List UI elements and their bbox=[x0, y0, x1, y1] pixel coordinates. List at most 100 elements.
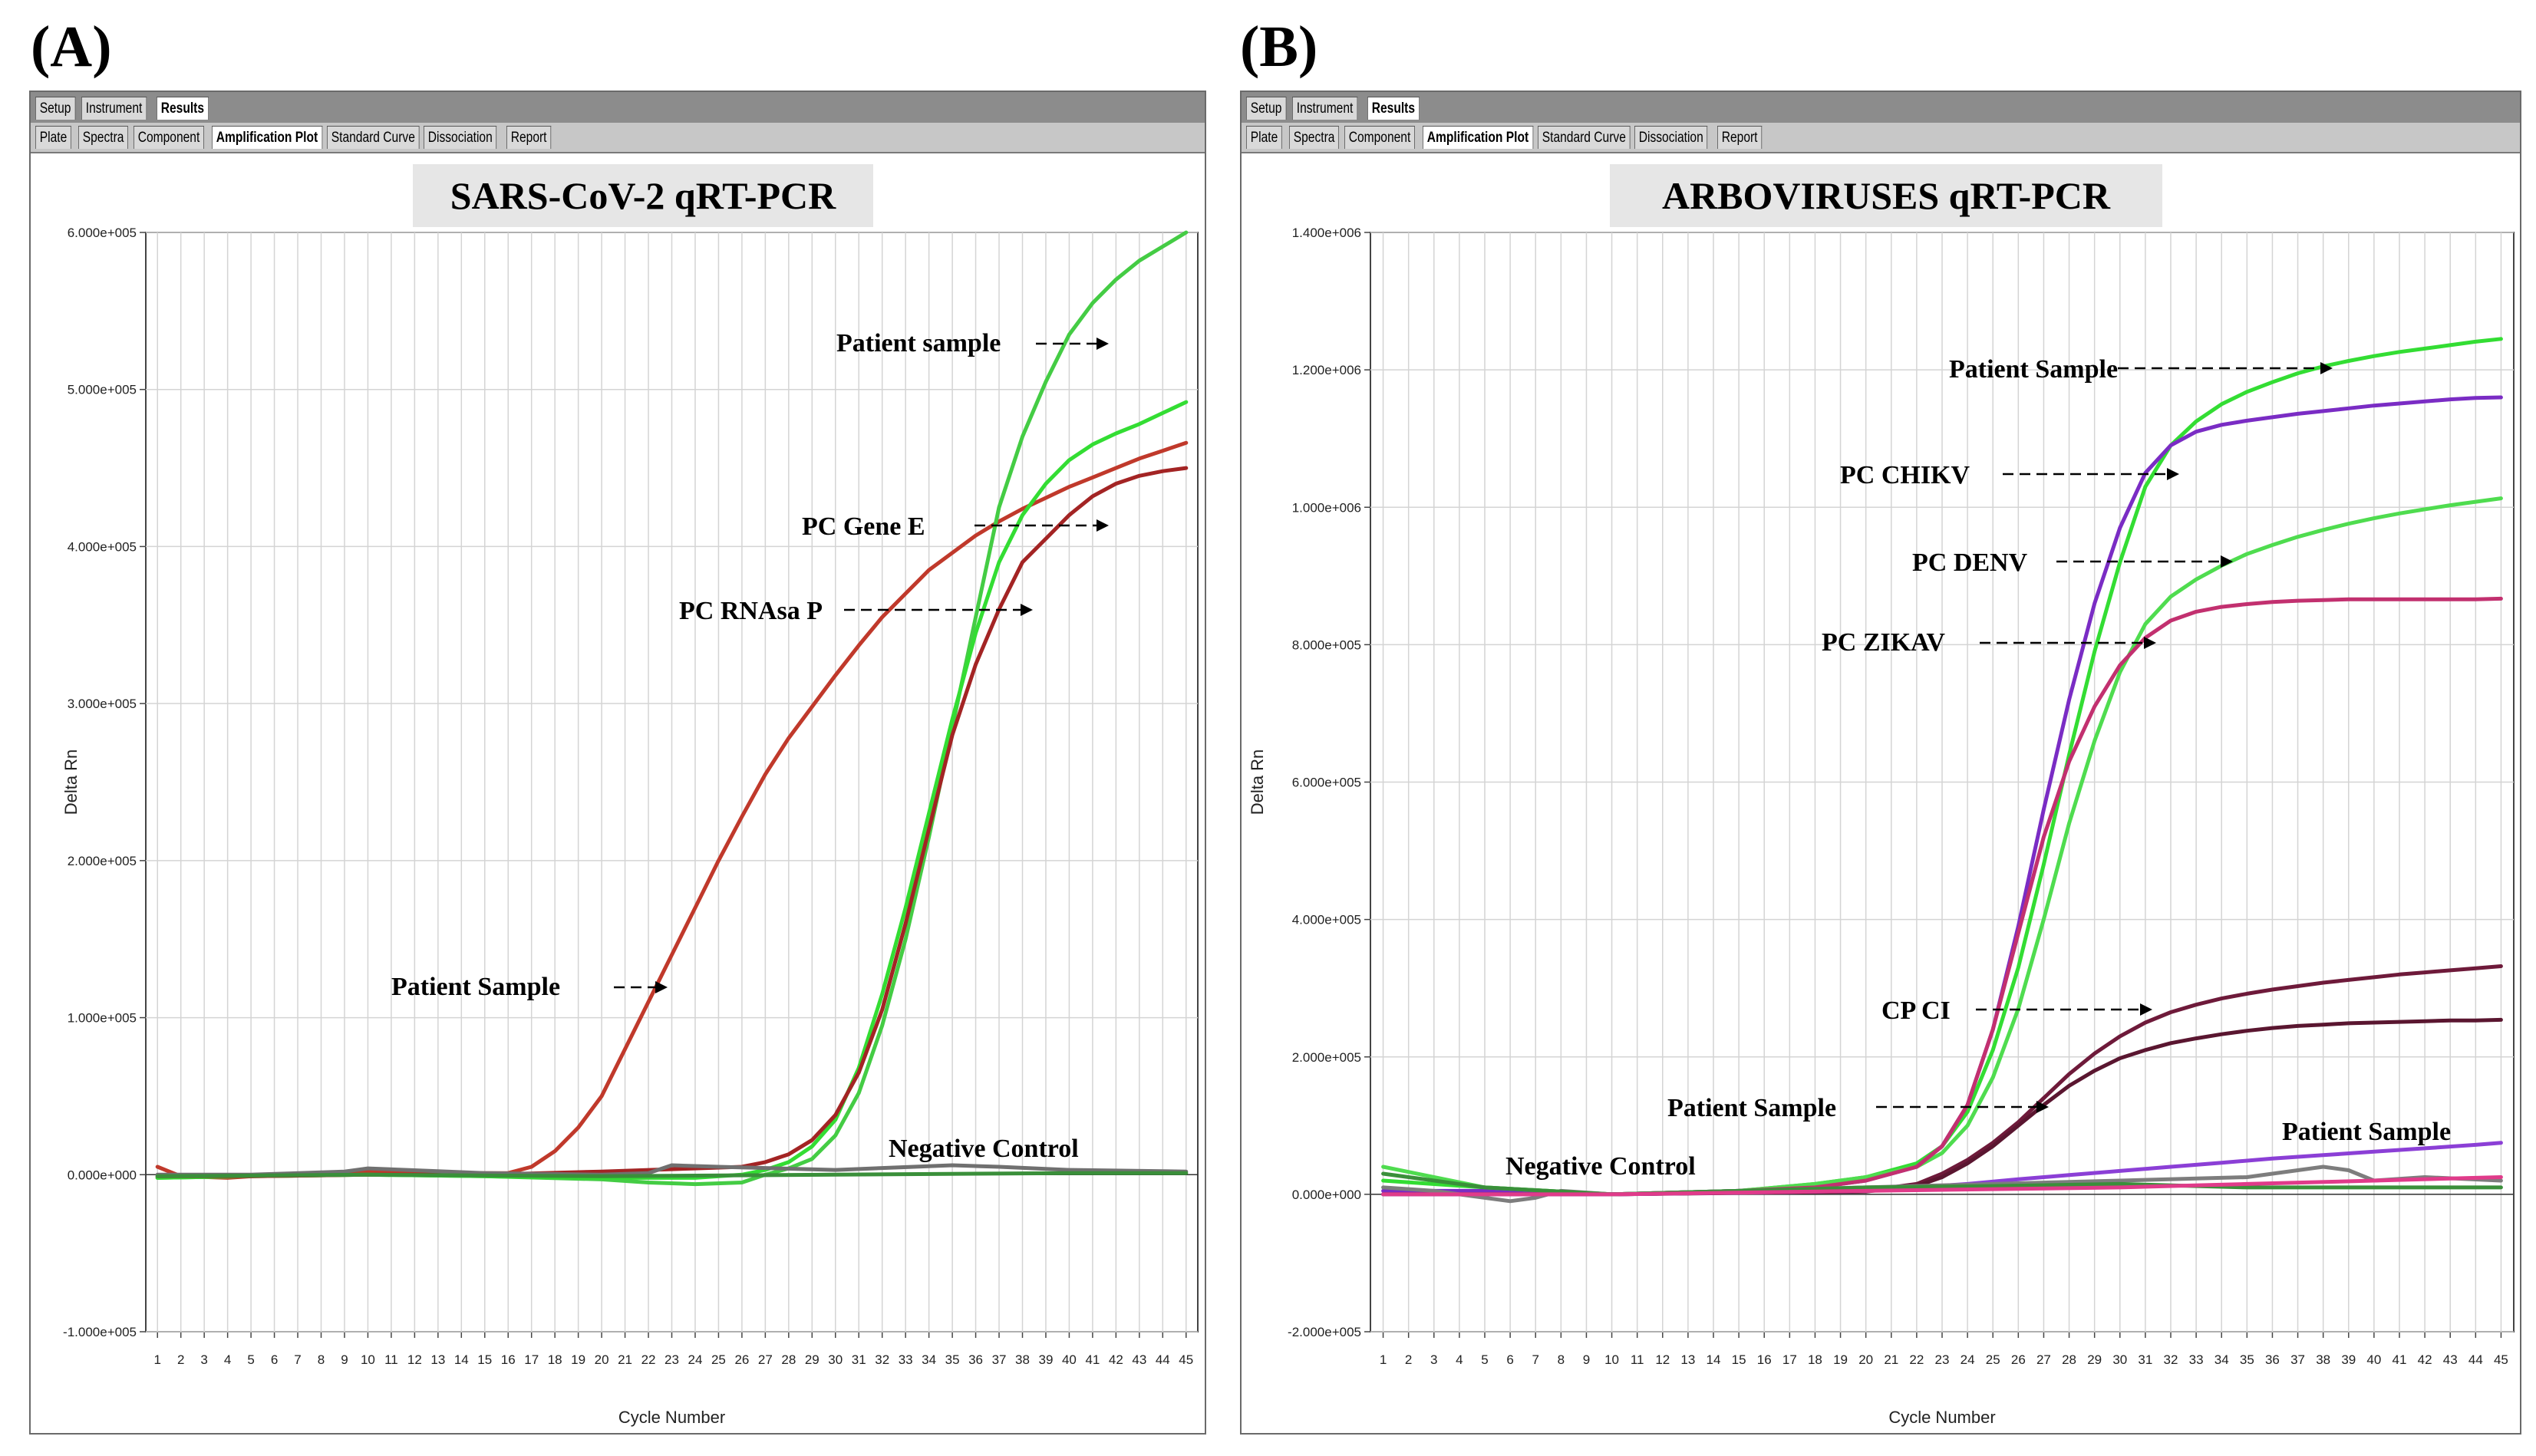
panel-b-letter: (B) bbox=[1240, 15, 1318, 79]
y-tick-label: 6.000e+005 bbox=[1292, 776, 1361, 790]
x-tick-label: 21 bbox=[1884, 1352, 1898, 1367]
x-tick-label: 41 bbox=[2393, 1352, 2407, 1367]
x-tick-label: 28 bbox=[781, 1352, 796, 1367]
x-tick-label: 35 bbox=[2240, 1352, 2254, 1367]
x-tick-label: 34 bbox=[922, 1352, 936, 1367]
annotation-label: PC ZIKAV bbox=[1822, 628, 1945, 657]
tab-plate[interactable]: Plate bbox=[1246, 126, 1282, 149]
panel-a-letter: (A) bbox=[31, 15, 112, 79]
x-tick-label: 39 bbox=[1039, 1352, 1054, 1367]
annotation-label: PC Gene E bbox=[802, 512, 925, 541]
x-tick-label: 13 bbox=[430, 1352, 445, 1367]
x-tick-label: 13 bbox=[1680, 1352, 1695, 1367]
tab-standard-curve[interactable]: Standard Curve bbox=[1538, 126, 1631, 149]
x-tick-label: 29 bbox=[2087, 1352, 2102, 1367]
annotation-arrowhead bbox=[1021, 604, 1033, 616]
annotation-label: Negative Control bbox=[1505, 1152, 1696, 1181]
x-tick-label: 14 bbox=[1707, 1352, 1721, 1367]
x-tick-label: 2 bbox=[1405, 1352, 1412, 1367]
x-tick-label: 36 bbox=[968, 1352, 983, 1367]
tab-standard-curve[interactable]: Standard Curve bbox=[327, 126, 420, 149]
x-tick-label: 24 bbox=[1961, 1352, 1975, 1367]
x-tick-label: 17 bbox=[1782, 1352, 1797, 1367]
y-tick-label: 4.000e+005 bbox=[68, 539, 137, 554]
panel-b-title: ARBOVIRUSES qRT-PCR bbox=[1610, 164, 2162, 227]
tab-spectra[interactable]: Spectra bbox=[1289, 126, 1340, 149]
tab-component[interactable]: Component bbox=[1344, 126, 1416, 149]
tab-spectra[interactable]: Spectra bbox=[78, 126, 129, 149]
x-tick-label: 29 bbox=[805, 1352, 820, 1367]
annotation-arrowhead bbox=[2140, 1003, 2152, 1016]
tab-setup[interactable]: Setup bbox=[35, 97, 76, 120]
x-tick-label: 23 bbox=[665, 1352, 679, 1367]
panel-a-title: SARS-CoV-2 qRT-PCR bbox=[413, 164, 873, 227]
x-tick-label: 41 bbox=[1085, 1352, 1100, 1367]
annotation-label: Patient Sample bbox=[2282, 1118, 2451, 1146]
x-tick-label: 12 bbox=[1655, 1352, 1670, 1367]
tab-dissociation[interactable]: Dissociation bbox=[424, 126, 497, 149]
x-tick-label: 9 bbox=[341, 1352, 348, 1367]
x-tick-label: 39 bbox=[2341, 1352, 2356, 1367]
x-tick-label: 26 bbox=[2011, 1352, 2026, 1367]
x-tick-label: 37 bbox=[2290, 1352, 2305, 1367]
x-tick-label: 11 bbox=[1631, 1352, 1644, 1367]
x-tick-label: 44 bbox=[1156, 1352, 1170, 1367]
tab-amplification-plot[interactable]: Amplification Plot bbox=[1423, 126, 1533, 149]
x-tick-label: 16 bbox=[501, 1352, 516, 1367]
series-line bbox=[1381, 596, 2503, 1197]
tab-amplification-plot[interactable]: Amplification Plot bbox=[212, 126, 322, 149]
y-tick-label: 8.000e+005 bbox=[1292, 637, 1361, 652]
tab-plate[interactable]: Plate bbox=[35, 126, 71, 149]
series-line bbox=[155, 466, 1189, 1178]
annotation-label: PC RNAsa P bbox=[679, 597, 823, 625]
y-tick-label: 1.000e+005 bbox=[68, 1011, 137, 1026]
x-tick-label: 32 bbox=[875, 1352, 889, 1367]
annotation-arrowhead bbox=[1097, 519, 1109, 532]
x-tick-label: 37 bbox=[992, 1352, 1007, 1367]
series-line bbox=[155, 1163, 1189, 1177]
y-tick-label: 3.000e+005 bbox=[68, 697, 137, 711]
x-tick-label: 43 bbox=[2443, 1352, 2458, 1367]
x-tick-label: 36 bbox=[2265, 1352, 2280, 1367]
y-tick-label: 1.400e+006 bbox=[1292, 226, 1361, 240]
x-tick-label: 8 bbox=[318, 1352, 325, 1367]
annotation-label: Patient sample bbox=[836, 329, 1001, 357]
annotations-panel-a: Patient sample PC Gene E PC RNAsa P Pati… bbox=[391, 329, 1079, 1163]
annotation-label: PC CHIKV bbox=[1840, 461, 1970, 489]
x-tick-label: 15 bbox=[1732, 1352, 1746, 1367]
x-tick-label: 20 bbox=[595, 1352, 609, 1367]
annotation-label: Negative Control bbox=[889, 1135, 1079, 1163]
x-tick-label: 26 bbox=[734, 1352, 749, 1367]
tab-component[interactable]: Component bbox=[134, 126, 205, 149]
x-tick-label: 18 bbox=[1808, 1352, 1822, 1367]
y-tick-label: -1.000e+005 bbox=[63, 1325, 137, 1339]
tab-results[interactable]: Results bbox=[157, 97, 209, 120]
x-tick-label: 33 bbox=[899, 1352, 913, 1367]
x-tick-label: 14 bbox=[454, 1352, 469, 1367]
tab-instrument[interactable]: Instrument bbox=[1292, 97, 1358, 120]
annotation-label: Patient Sample bbox=[1949, 355, 2118, 384]
x-tick-label: 9 bbox=[1583, 1352, 1590, 1367]
y-tick-label: 6.000e+005 bbox=[68, 226, 137, 240]
series-line bbox=[155, 230, 1189, 1187]
tab-dissociation[interactable]: Dissociation bbox=[1634, 126, 1708, 149]
x-tick-label: 6 bbox=[271, 1352, 278, 1367]
tab-report[interactable]: Report bbox=[1717, 126, 1763, 149]
x-tick-label: 11 bbox=[384, 1352, 398, 1367]
x-tick-label: 22 bbox=[641, 1352, 656, 1367]
x-tick-label: 12 bbox=[407, 1352, 422, 1367]
tab-results[interactable]: Results bbox=[1367, 97, 1420, 120]
tab-setup[interactable]: Setup bbox=[1246, 97, 1287, 120]
x-tick-label: 19 bbox=[1833, 1352, 1848, 1367]
x-tick-label: 4 bbox=[1456, 1352, 1463, 1367]
tab-instrument[interactable]: Instrument bbox=[81, 97, 147, 120]
series-line bbox=[1381, 496, 2503, 1197]
x-axis-label: Cycle Number bbox=[618, 1408, 725, 1427]
annotation-arrowhead bbox=[2221, 555, 2233, 568]
x-tick-label: 21 bbox=[618, 1352, 632, 1367]
x-tick-label: 7 bbox=[294, 1352, 301, 1367]
y-axis-label: Delta Rn bbox=[61, 749, 81, 815]
tab-report[interactable]: Report bbox=[506, 126, 552, 149]
chart-a: 1 2 3 4 5 6 7 8 9 10 11 12 13 14 15 16 17 18 19 20 21 22 23 24 2… bbox=[61, 226, 1199, 1427]
x-tick-label: 44 bbox=[2468, 1352, 2483, 1367]
